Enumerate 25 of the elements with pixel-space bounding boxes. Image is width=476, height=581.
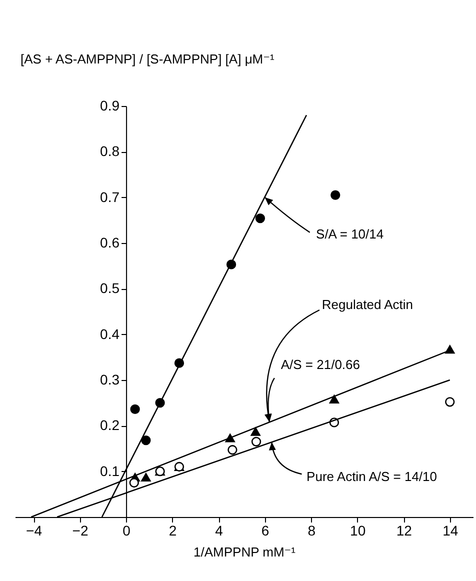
y-tick-label: 0.7 <box>100 188 120 205</box>
x-tick-label: 4 <box>215 522 224 538</box>
x-tick-label: −2 <box>72 522 88 538</box>
annotation: Regulated Actin <box>322 297 413 312</box>
x-tick-label: 2 <box>168 522 177 538</box>
x-tick-label: 0 <box>122 522 131 538</box>
x-tick-label: 6 <box>261 522 270 538</box>
x-tick-label: −4 <box>26 522 42 538</box>
y-tick-label: 0.5 <box>100 280 120 296</box>
y-tick-label: 0.8 <box>100 143 120 160</box>
y-axis-title: [AS + AS-AMPPNP] / [S-AMPPNP] [A] μM⁻¹ <box>20 52 275 66</box>
annotation: S/A = 10/14 <box>316 226 384 242</box>
y-tick-label: 0.2 <box>100 417 120 434</box>
y-tick-label: 0.4 <box>100 326 120 342</box>
y-tick-label: 0.1 <box>100 462 120 479</box>
annotation: Pure Actin A/S = 14/10 <box>306 469 437 484</box>
y-tick-label: 0.9 <box>100 98 120 114</box>
x-tick-label: 10 <box>350 522 366 538</box>
y-tick-label: 0.6 <box>100 234 120 250</box>
x-axis-title: 1/AMPPNP mM⁻¹ <box>194 544 296 560</box>
y-tick-label: 0.3 <box>100 372 120 388</box>
x-tick-label: 12 <box>396 522 412 538</box>
annotation: A/S = 21/0.66 <box>280 357 360 372</box>
x-tick-label: 14 <box>442 522 458 538</box>
x-tick-label: 8 <box>308 522 316 538</box>
